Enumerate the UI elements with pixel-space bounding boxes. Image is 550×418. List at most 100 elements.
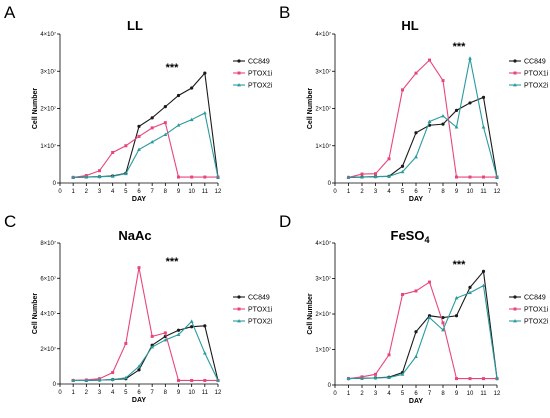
x-tick-label: 2 bbox=[360, 391, 364, 397]
legend-label: CC849 bbox=[248, 59, 270, 66]
data-point bbox=[163, 132, 168, 136]
legend: CC849 PTOX1i PTOX2i bbox=[509, 295, 549, 326]
y-tick-label: 3×10⁷ bbox=[315, 68, 331, 75]
y-tick-label: 4×10⁷ bbox=[40, 311, 56, 318]
data-point bbox=[454, 108, 459, 112]
x-tick-label: 9 bbox=[455, 391, 459, 397]
data-point bbox=[137, 368, 141, 372]
y-tick-label: 1×10⁷ bbox=[315, 347, 331, 354]
data-point bbox=[481, 269, 486, 273]
x-tick-label: 12 bbox=[494, 391, 501, 397]
x-tick-label: 1 bbox=[347, 391, 351, 397]
data-point bbox=[124, 144, 128, 148]
y-tick-label: 2×10⁷ bbox=[315, 106, 331, 113]
data-point bbox=[495, 376, 499, 381]
data-point bbox=[401, 88, 404, 92]
data-point bbox=[202, 351, 207, 355]
data-point bbox=[360, 175, 364, 179]
x-tick-label: 3 bbox=[374, 391, 378, 397]
data-point bbox=[455, 175, 458, 179]
x-tick-label: 0 bbox=[333, 189, 337, 195]
series-line bbox=[73, 121, 218, 178]
x-axis-title: DAY bbox=[409, 196, 423, 203]
data-point bbox=[124, 341, 128, 345]
data-point bbox=[481, 95, 486, 99]
data-point bbox=[400, 169, 405, 174]
data-point bbox=[97, 378, 102, 382]
data-point bbox=[176, 123, 181, 127]
data-point bbox=[163, 337, 168, 342]
data-point bbox=[203, 71, 207, 75]
x-tick-label: 8 bbox=[164, 189, 168, 195]
legend-marker bbox=[237, 307, 241, 311]
data-point bbox=[123, 375, 128, 380]
data-point bbox=[414, 354, 418, 358]
y-axis-title: Cell Number bbox=[307, 88, 314, 130]
x-tick-label: 4 bbox=[111, 390, 115, 396]
series-line bbox=[348, 96, 498, 178]
data-point bbox=[98, 169, 101, 173]
data-point bbox=[150, 334, 154, 338]
y-axis-title: Cell Number bbox=[32, 88, 39, 130]
y-tick-label: 4×10⁷ bbox=[40, 31, 56, 38]
significance-annotation: *** bbox=[166, 256, 180, 268]
x-tick-label: 5 bbox=[124, 189, 128, 195]
x-tick-label: 8 bbox=[441, 391, 445, 397]
x-tick-label: 1 bbox=[71, 189, 75, 195]
data-point bbox=[189, 117, 194, 122]
series-ptox1i bbox=[71, 121, 220, 179]
legend-marker bbox=[513, 307, 517, 311]
data-point bbox=[360, 376, 364, 380]
x-tick-label: 8 bbox=[441, 189, 445, 195]
legend-marker bbox=[513, 71, 517, 75]
legend: CC849 PTOX1i PTOX2i bbox=[233, 295, 273, 326]
data-point bbox=[414, 289, 418, 293]
x-tick-label: 9 bbox=[455, 189, 459, 195]
data-point bbox=[190, 325, 194, 329]
data-point bbox=[441, 113, 445, 118]
legend: CC849 PTOX1i PTOX2i bbox=[509, 59, 549, 90]
data-point bbox=[387, 375, 391, 379]
x-tick-label: 7 bbox=[428, 391, 432, 397]
data-point bbox=[203, 175, 207, 179]
data-point bbox=[111, 150, 115, 154]
data-point bbox=[387, 174, 391, 178]
data-point bbox=[150, 126, 154, 130]
significance-annotation: *** bbox=[453, 259, 467, 271]
x-tick-label: 5 bbox=[401, 391, 405, 397]
x-tick-label: 5 bbox=[401, 189, 405, 195]
data-point bbox=[84, 378, 89, 382]
x-axis-title: DAY bbox=[132, 397, 146, 404]
data-point bbox=[203, 324, 207, 328]
series-line bbox=[348, 281, 497, 380]
data-point bbox=[414, 154, 418, 159]
data-point bbox=[401, 292, 404, 296]
data-point bbox=[190, 175, 194, 179]
data-point bbox=[110, 174, 115, 178]
legend-label: PTOX2i bbox=[524, 83, 549, 90]
data-point bbox=[150, 116, 154, 120]
significance-annotation: *** bbox=[166, 62, 180, 74]
data-point bbox=[400, 164, 405, 168]
data-point bbox=[150, 140, 155, 144]
x-tick-label: 12 bbox=[215, 189, 222, 195]
y-tick-label: 1×10⁷ bbox=[40, 143, 56, 150]
x-tick-label: 9 bbox=[177, 189, 181, 195]
series-cc849 bbox=[346, 95, 499, 180]
x-axis-title: DAY bbox=[409, 398, 423, 405]
x-tick-label: 1 bbox=[71, 390, 75, 396]
series-line bbox=[73, 320, 219, 382]
y-tick-label: 0 bbox=[328, 383, 332, 389]
x-tick-label: 10 bbox=[188, 189, 195, 195]
data-point bbox=[177, 378, 180, 382]
data-point bbox=[481, 283, 486, 287]
data-point bbox=[468, 290, 472, 295]
data-point bbox=[71, 378, 76, 382]
x-tick-label: 10 bbox=[467, 189, 474, 195]
y-tick-label: 3×10⁷ bbox=[315, 276, 331, 283]
panel-label: C bbox=[4, 212, 16, 231]
data-point bbox=[468, 175, 472, 179]
series-line bbox=[73, 325, 219, 382]
